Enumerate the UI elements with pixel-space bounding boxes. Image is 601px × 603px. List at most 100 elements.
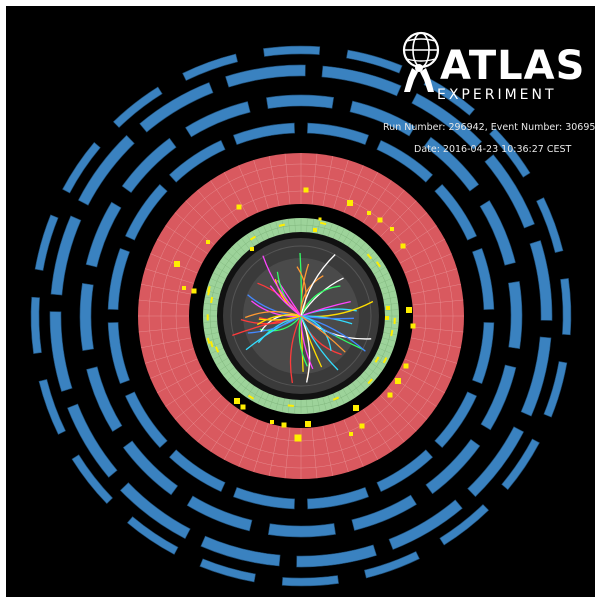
energy-deposit — [387, 392, 393, 398]
hcal-grid-line — [185, 395, 222, 432]
muon-chamber-segment — [266, 94, 335, 109]
hcal-grid-line — [141, 283, 192, 295]
energy-deposit — [386, 306, 390, 310]
em-deposit — [206, 314, 209, 321]
energy-deposit — [234, 398, 240, 404]
muon-chamber-segment — [321, 65, 402, 97]
muon-chamber-segment — [411, 92, 483, 150]
muon-chamber-segment — [346, 49, 403, 74]
energy-deposit — [349, 432, 353, 436]
particle-track — [300, 315, 314, 370]
hcal-grid-line — [363, 180, 392, 224]
particle-track — [300, 277, 344, 317]
hcal-grid-line — [150, 253, 198, 274]
energy-deposit — [385, 316, 389, 320]
particle-tracks — [232, 252, 374, 384]
energy-deposit — [303, 187, 309, 193]
atlas-logo-text: ATLAS — [440, 43, 586, 89]
hcal-grid-line — [408, 348, 458, 364]
em-deposit — [209, 340, 214, 348]
hcal-grid-line — [138, 299, 190, 306]
energy-deposit — [406, 307, 412, 313]
muon-chamber-segment — [122, 440, 179, 496]
hcal-grid-line — [322, 425, 334, 476]
muon-chamber-segment — [119, 482, 191, 540]
energy-deposit — [240, 404, 246, 410]
particle-track — [247, 315, 302, 334]
muon-chamber-segment — [425, 438, 481, 495]
hcal-grid-line — [387, 386, 428, 420]
hcal-grid-line — [210, 180, 239, 224]
muon-chamber-segment — [479, 200, 516, 266]
muon-chamber-segment — [467, 426, 525, 498]
run-event-number: Run Number: 296942, Event Number: 306959… — [383, 122, 595, 133]
hcal-grid-line — [165, 225, 209, 254]
muon-chamber-segment — [529, 240, 553, 321]
particle-track — [300, 315, 354, 320]
hcal-grid-line — [412, 326, 464, 333]
muon-chamber-segment — [168, 449, 226, 492]
muon-chamber-segment — [296, 544, 377, 568]
energy-deposit — [318, 217, 322, 221]
muon-chamber-segment — [107, 248, 130, 310]
em-deposit — [206, 337, 211, 344]
muon-chamber-segment — [199, 558, 256, 583]
muon-chamber-segment — [139, 82, 214, 133]
hcal-grid-line — [157, 368, 203, 394]
particle-track — [300, 300, 351, 317]
muon-chamber-segment — [38, 379, 66, 435]
hcal-grid-line — [223, 172, 249, 218]
muon-chamber-segment — [168, 140, 226, 183]
muon-chamber-segment — [85, 201, 122, 268]
em-deposit — [247, 394, 255, 400]
muon-chambers — [30, 45, 572, 587]
energy-deposit — [206, 240, 210, 244]
hcal-grid-line — [144, 268, 194, 284]
muon-chamber-segment — [112, 86, 163, 128]
muon-chamber-segment — [351, 494, 417, 531]
hcal-grid-line — [284, 427, 291, 479]
hcal-grid-line — [333, 159, 349, 209]
energy-deposit — [353, 405, 359, 411]
muon-chamber-segment — [79, 282, 94, 351]
muon-chamber-segment — [489, 127, 531, 178]
muon-chamber-segment — [71, 454, 113, 505]
muon-chamber-segment — [376, 449, 434, 492]
hcal-grid-line — [408, 268, 458, 284]
muon-chamber-segment — [62, 141, 101, 194]
hcal-grid-line — [185, 200, 222, 237]
muon-chamber-segment — [126, 516, 179, 555]
muon-chamber-segment — [77, 134, 135, 206]
hcal-grid-line — [223, 414, 249, 460]
muon-chamber-segment — [30, 296, 42, 354]
muon-chamber-segment — [423, 136, 480, 192]
particle-track — [256, 314, 302, 326]
hcal-grid-line — [404, 358, 452, 379]
hcal-grid-line — [141, 337, 192, 349]
muon-chamber-segment — [186, 495, 253, 532]
hcal-grid-line — [353, 414, 379, 460]
energy-deposit — [270, 420, 274, 424]
hcal-grid-line — [404, 253, 452, 274]
muon-chamber-segment — [121, 137, 177, 194]
energy-deposit — [250, 247, 254, 251]
em-deposit — [278, 223, 286, 227]
em-calorimeter-grid — [203, 218, 399, 414]
muon-chamber-segment — [434, 183, 477, 241]
hcal-grid-line — [197, 189, 231, 230]
particle-track — [289, 315, 302, 384]
hcal-grid-line — [238, 165, 259, 213]
muon-chamber-segment — [484, 154, 535, 229]
energy-deposit — [390, 227, 394, 231]
particle-track — [300, 315, 346, 353]
hcal-grid-line — [197, 402, 231, 443]
energy-deposits — [174, 187, 416, 442]
muon-chamber-segment — [125, 391, 168, 449]
energy-deposit — [174, 261, 180, 267]
muon-chamber-segment — [508, 281, 523, 350]
muon-chamber-segment — [472, 248, 495, 310]
particle-track — [269, 285, 302, 317]
muon-chamber-segment — [349, 100, 416, 137]
energy-deposit — [191, 288, 197, 294]
muon-chamber-segment — [107, 322, 130, 384]
